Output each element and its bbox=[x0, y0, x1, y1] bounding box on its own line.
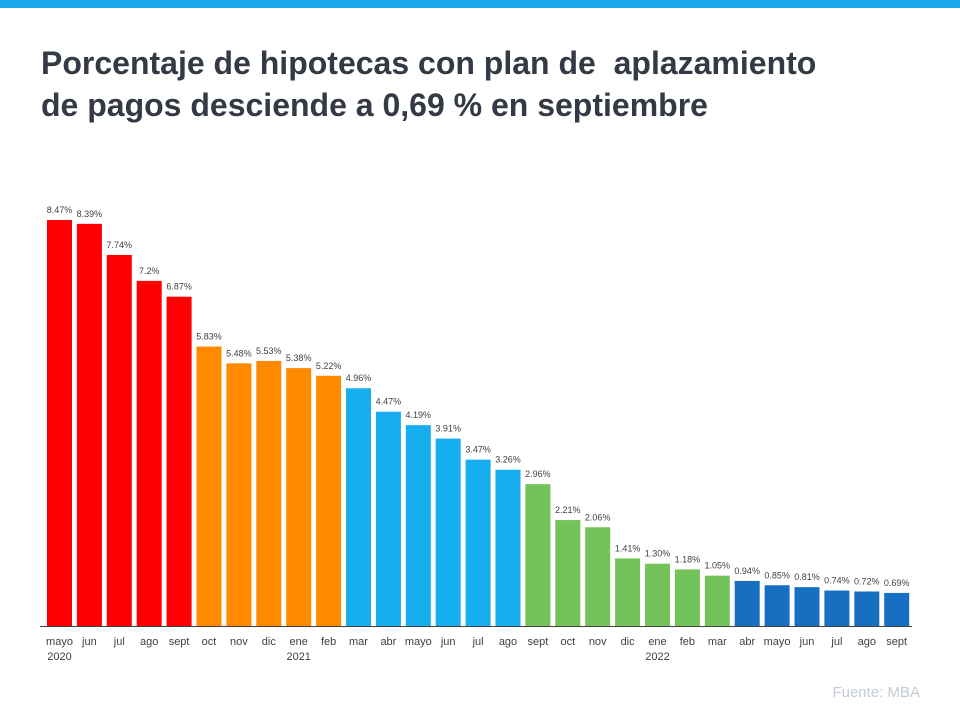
source-note: Fuente: MBA bbox=[832, 684, 920, 701]
bar bbox=[286, 368, 312, 626]
x-tick-label: mayo bbox=[405, 636, 432, 648]
bar bbox=[375, 411, 401, 626]
x-tick-label: mar bbox=[708, 636, 727, 648]
bar bbox=[136, 280, 162, 626]
bar bbox=[674, 569, 700, 626]
data-label: 4.19% bbox=[406, 410, 432, 420]
bar bbox=[854, 591, 880, 626]
x-tick-label: jul bbox=[113, 636, 125, 648]
bar bbox=[106, 254, 132, 626]
x-tick-label: dic bbox=[262, 636, 277, 648]
data-label: 0.69% bbox=[884, 578, 910, 588]
x-tick-label: ago bbox=[140, 636, 158, 648]
data-label: 8.47% bbox=[47, 205, 73, 215]
year-label: 2021 bbox=[286, 651, 310, 663]
data-label: 0.94% bbox=[734, 566, 760, 576]
bar bbox=[196, 346, 222, 626]
x-tick-label: feb bbox=[321, 636, 336, 648]
x-tick-label: sept bbox=[169, 636, 190, 648]
bar bbox=[76, 223, 102, 626]
data-label: 3.26% bbox=[495, 455, 521, 465]
bar bbox=[555, 520, 581, 626]
bar bbox=[884, 592, 910, 626]
data-label: 4.96% bbox=[346, 373, 372, 383]
top-accent-bar bbox=[0, 0, 960, 8]
data-label: 7.2% bbox=[139, 266, 160, 276]
x-tick-label: oct bbox=[560, 636, 575, 648]
x-tick-label: ene bbox=[290, 636, 308, 648]
bar bbox=[166, 296, 192, 626]
x-tick-label: feb bbox=[680, 636, 695, 648]
data-label: 0.85% bbox=[764, 570, 790, 580]
x-tick-label: jul bbox=[830, 636, 842, 648]
x-tick-label: dic bbox=[621, 636, 636, 648]
page-title: Porcentaje de hipotecas con plan de apla… bbox=[41, 45, 817, 123]
data-label: 6.87% bbox=[166, 282, 192, 292]
x-tick-label: jun bbox=[81, 636, 97, 648]
data-label: 0.74% bbox=[824, 576, 850, 586]
x-tick-label: jul bbox=[472, 636, 484, 648]
data-label: 4.47% bbox=[376, 397, 402, 407]
data-label: 7.74% bbox=[107, 240, 133, 250]
x-tick-label: ago bbox=[499, 636, 517, 648]
bar bbox=[256, 360, 282, 626]
bar bbox=[704, 575, 730, 626]
x-tick-label: abr bbox=[739, 636, 755, 648]
data-label: 2.06% bbox=[585, 512, 611, 522]
data-label: 2.21% bbox=[555, 505, 581, 515]
x-tick-label: ene bbox=[648, 636, 666, 648]
x-tick-label: mayo bbox=[46, 636, 73, 648]
x-tick-label: mayo bbox=[764, 636, 791, 648]
data-label: 0.81% bbox=[794, 572, 820, 582]
bar bbox=[465, 459, 491, 626]
x-tick-label: nov bbox=[589, 636, 607, 648]
bar bbox=[734, 580, 760, 626]
x-tick-label: abr bbox=[380, 636, 396, 648]
data-label: 5.48% bbox=[226, 348, 252, 358]
x-tick-label: sept bbox=[886, 636, 907, 648]
data-label: 1.41% bbox=[615, 543, 641, 553]
x-tick-label: mar bbox=[349, 636, 368, 648]
x-tick-label: nov bbox=[230, 636, 248, 648]
data-label: 0.72% bbox=[854, 576, 880, 586]
data-label: 5.22% bbox=[316, 361, 342, 371]
bar bbox=[615, 558, 641, 626]
bar bbox=[764, 585, 790, 626]
year-label: 2020 bbox=[47, 651, 71, 663]
bar bbox=[824, 590, 850, 626]
bar bbox=[346, 388, 371, 626]
data-label: 5.53% bbox=[256, 346, 282, 356]
bar bbox=[435, 438, 461, 626]
bar bbox=[316, 375, 342, 626]
x-tick-label: ago bbox=[858, 636, 876, 648]
x-tick-label: oct bbox=[202, 636, 217, 648]
bar bbox=[226, 363, 252, 626]
data-label: 1.30% bbox=[645, 549, 671, 559]
data-label: 2.96% bbox=[525, 469, 551, 479]
data-label: 8.39% bbox=[77, 209, 103, 219]
data-label: 3.47% bbox=[465, 445, 491, 455]
bar bbox=[794, 587, 820, 626]
bar bbox=[47, 220, 72, 626]
x-tick-label: jun bbox=[799, 636, 815, 648]
bar bbox=[525, 484, 551, 626]
data-label: 5.38% bbox=[286, 353, 312, 363]
bar bbox=[495, 469, 521, 626]
year-label: 2022 bbox=[645, 651, 669, 663]
x-tick-label: jun bbox=[440, 636, 456, 648]
bar bbox=[405, 425, 431, 626]
data-label: 1.05% bbox=[705, 561, 731, 571]
bar bbox=[585, 527, 611, 626]
data-label: 3.91% bbox=[435, 424, 461, 434]
x-tick-label: sept bbox=[528, 636, 549, 648]
data-label: 5.83% bbox=[196, 332, 222, 342]
data-label: 1.18% bbox=[675, 554, 701, 564]
bar bbox=[645, 563, 670, 626]
